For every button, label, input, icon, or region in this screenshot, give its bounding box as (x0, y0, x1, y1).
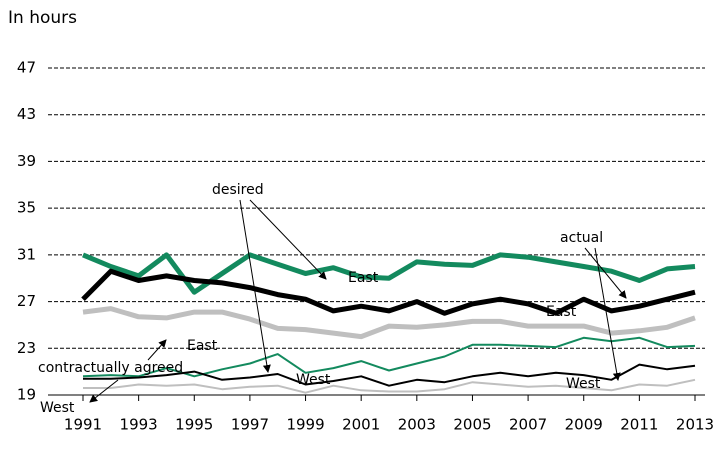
y-tick-label: 27 (17, 292, 36, 310)
line-series (83, 363, 696, 387)
x-tick-label: 1993 (120, 416, 158, 434)
line-series (83, 378, 696, 394)
axis-title: In hours (8, 8, 77, 28)
arrow (147, 339, 167, 361)
annotation: contractually agreed (38, 360, 183, 376)
arrow (594, 247, 621, 381)
arrow (249, 199, 327, 280)
annotations: desired actual East East East West West … (38, 182, 627, 416)
annotation: East (187, 338, 218, 354)
y-tick-label: 31 (17, 245, 36, 263)
line-series (82, 306, 696, 340)
x-tick-label: 2005 (453, 416, 491, 434)
y-tick-label: 39 (17, 152, 36, 170)
annotation: West (296, 372, 331, 388)
x-tick-label: 1995 (175, 416, 213, 434)
annotation: desired (212, 182, 264, 198)
x-tick-label: 2009 (565, 416, 603, 434)
line-series (81, 268, 696, 316)
y-tick-label: 19 (17, 386, 36, 404)
annotation: East (348, 270, 379, 286)
y-tick-label: 43 (17, 105, 36, 123)
x-tick-label: 2001 (342, 416, 380, 434)
y-tick-label: 47 (17, 59, 36, 77)
x-tick-label: 2007 (509, 416, 547, 434)
line-series (82, 252, 696, 295)
x-tick-label: 1991 (64, 416, 102, 434)
x-tick-label: 2013 (676, 416, 714, 434)
x-tick-label: 1997 (231, 416, 269, 434)
y-tick-label: 35 (17, 199, 36, 217)
annotation: East (546, 304, 577, 320)
x-tick-label: 2011 (620, 416, 658, 434)
annotation: West (40, 400, 75, 416)
arrow (584, 247, 627, 299)
x-tick-label: 1999 (286, 416, 324, 434)
annotation: West (566, 376, 601, 392)
arrow (89, 379, 119, 403)
x-tick-label: 2003 (398, 416, 436, 434)
annotation: actual (560, 230, 603, 246)
y-tick-label: 23 (17, 339, 36, 357)
arrow (239, 199, 271, 373)
